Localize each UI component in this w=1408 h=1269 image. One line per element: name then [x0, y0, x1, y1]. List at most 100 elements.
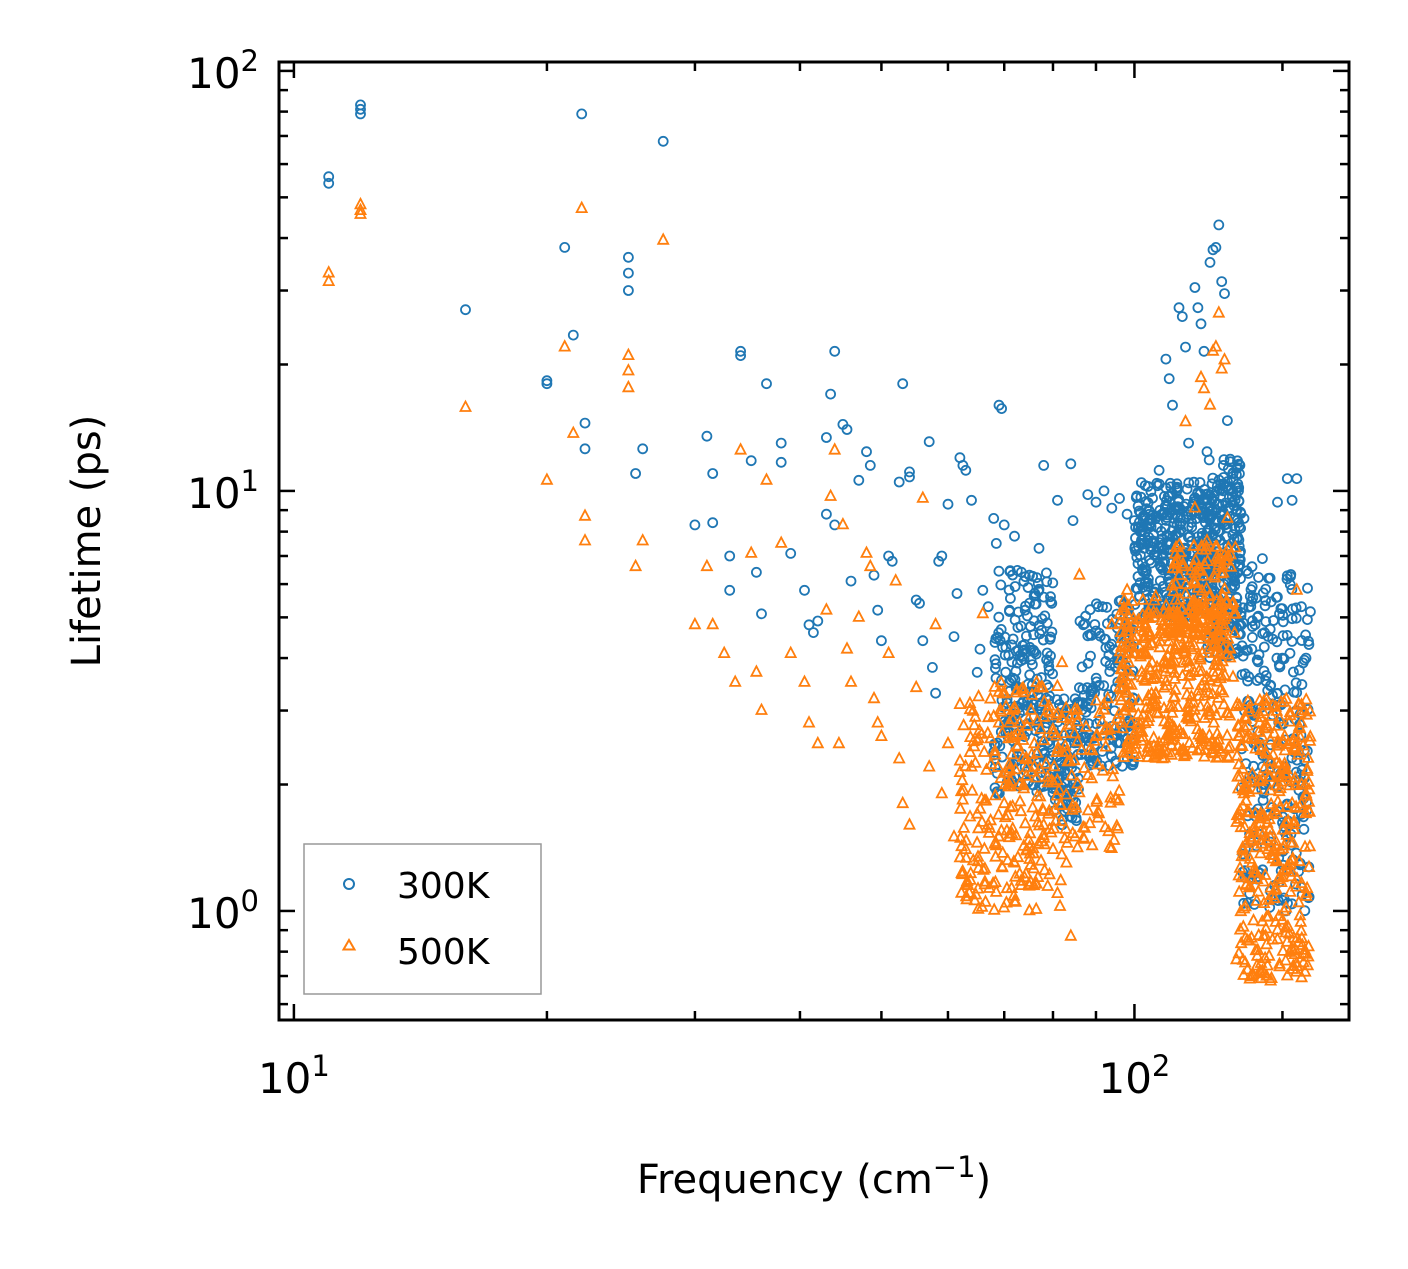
point-500k: [1233, 802, 1247, 816]
point-500k: [1114, 650, 1128, 664]
point-500k: [968, 709, 982, 722]
point-500k: [1264, 782, 1277, 796]
point-300k: [1204, 489, 1216, 501]
point-300k: [1089, 619, 1101, 630]
point-500k: [1254, 805, 1268, 819]
point-500k: [1064, 928, 1078, 941]
point-500k: [1206, 686, 1219, 699]
point-500k: [760, 472, 773, 485]
point-300k: [745, 455, 757, 467]
point-500k: [1221, 631, 1235, 644]
point-500k: [1175, 668, 1189, 681]
point-500k: [1209, 707, 1223, 721]
point-500k: [1233, 860, 1247, 873]
point-300k: [1163, 373, 1175, 385]
point-300k: [1101, 601, 1113, 613]
point-500k: [1302, 781, 1316, 795]
point-500k: [1283, 884, 1297, 897]
point-300k: [1246, 581, 1258, 593]
point-300k: [1246, 643, 1258, 655]
point-300k: [751, 566, 762, 578]
point-500k: [354, 202, 367, 216]
point-500k: [1303, 804, 1317, 817]
point-500k: [1250, 958, 1264, 971]
point-300k: [1098, 680, 1110, 692]
point-500k: [1260, 696, 1273, 710]
point-300k: [1155, 562, 1167, 574]
point-300k: [1143, 531, 1155, 543]
point-500k: [1059, 700, 1073, 713]
point-500k: [1210, 750, 1223, 763]
point-300k: [1137, 566, 1149, 577]
point-300k: [808, 627, 819, 638]
point-300k: [927, 662, 938, 673]
point-500k: [1292, 894, 1306, 908]
point-500k: [1279, 900, 1293, 913]
point-500k: [996, 845, 1010, 858]
point-300k: [1235, 573, 1246, 584]
point-300k: [1180, 547, 1192, 559]
point-500k: [1178, 747, 1191, 760]
point-500k: [1030, 674, 1044, 687]
point-500k: [1199, 539, 1213, 552]
point-300k: [977, 584, 989, 596]
point-500k: [1242, 700, 1256, 714]
point-500k: [1103, 839, 1117, 852]
point-500k: [1003, 760, 1017, 774]
point-500k: [1155, 612, 1169, 625]
point-300k: [1262, 631, 1274, 642]
point-500k: [1194, 369, 1208, 383]
point-300k: [1180, 498, 1192, 510]
point-500k: [1101, 690, 1115, 704]
point-300k: [1204, 256, 1216, 268]
point-500k: [1036, 827, 1050, 840]
point-500k: [734, 442, 748, 455]
point-300k: [989, 637, 1001, 648]
point-300k: [1082, 630, 1094, 642]
point-300k: [1006, 656, 1018, 668]
point-500k: [1295, 937, 1309, 950]
point-300k: [630, 468, 641, 479]
point-300k: [1041, 576, 1053, 588]
point-300k: [579, 417, 591, 429]
point-300k: [1264, 680, 1276, 692]
point-500k: [1045, 772, 1059, 786]
point-500k: [1055, 846, 1069, 860]
point-300k: [1183, 521, 1194, 532]
point-300k: [990, 658, 1002, 670]
point-300k: [1233, 534, 1245, 546]
point-500k: [955, 866, 969, 880]
point-500k: [1198, 742, 1212, 755]
point-500k: [1104, 790, 1118, 803]
point-500k: [1173, 624, 1187, 637]
point-300k: [1140, 585, 1151, 597]
point-300k: [1036, 613, 1048, 625]
point-300k: [1062, 783, 1073, 795]
point-300k: [1235, 522, 1246, 534]
point-300k: [982, 601, 994, 613]
point-500k: [976, 605, 990, 619]
legend-marker-300k: [343, 878, 355, 890]
point-300k: [1257, 553, 1268, 564]
point-300k: [1150, 546, 1162, 558]
point-500k: [909, 679, 923, 693]
point-500k: [1140, 646, 1154, 660]
point-500k: [1093, 705, 1106, 718]
point-500k: [970, 732, 984, 746]
point-500k: [1280, 934, 1294, 947]
point-500k: [1022, 832, 1036, 845]
point-500k: [1168, 671, 1182, 684]
point-300k: [829, 345, 841, 357]
point-500k: [1027, 860, 1041, 874]
point-500k: [1217, 629, 1231, 642]
point-300k: [1085, 650, 1096, 662]
point-500k: [1229, 951, 1243, 965]
point-300k: [1045, 596, 1056, 607]
point-500k: [1142, 624, 1156, 637]
legend-marker-500k: [341, 938, 357, 951]
point-300k: [990, 538, 1002, 549]
point-500k: [1269, 853, 1283, 867]
point-500k: [903, 817, 916, 830]
point-500k: [1026, 800, 1040, 813]
point-500k: [1194, 729, 1208, 742]
